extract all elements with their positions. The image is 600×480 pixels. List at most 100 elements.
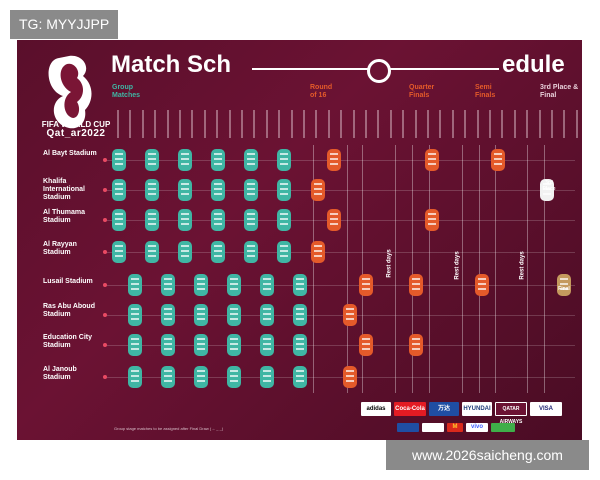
day-header [237, 102, 249, 140]
day-header [262, 102, 274, 140]
day-header [163, 102, 175, 140]
match-badge [277, 209, 291, 231]
logo-subtitle: Qat_ar2022 [46, 128, 106, 139]
section-group: Group Matches [112, 84, 141, 99]
logo-text: FIFA WORLD CUP Qat_ar2022 [21, 120, 131, 139]
day-header [311, 102, 323, 140]
match-badge [359, 334, 373, 356]
match-badge [293, 366, 307, 388]
day-header [361, 102, 373, 140]
rest-days-label: Rest days [519, 251, 526, 280]
match-badge [145, 241, 159, 263]
day-header [572, 102, 582, 140]
row-line [105, 345, 575, 346]
match-badge [244, 209, 258, 231]
match-badge [293, 304, 307, 326]
match-badge [128, 334, 142, 356]
day-header [497, 102, 509, 140]
column-divider [527, 145, 528, 393]
match-badge [112, 149, 126, 171]
column-divider [313, 145, 314, 393]
stadium-label: Lusail Stadium [43, 278, 93, 285]
day-header [287, 102, 299, 140]
day-header [150, 102, 162, 140]
match-badge [145, 209, 159, 231]
match-badge [475, 274, 489, 296]
match-badge [194, 366, 208, 388]
day-header [448, 102, 460, 140]
match-badge [112, 209, 126, 231]
section-sf: Semi Finals [475, 84, 496, 99]
match-badge [112, 179, 126, 201]
section-r16: Round of 16 [310, 84, 333, 99]
match-badge [293, 334, 307, 356]
day-header [225, 102, 237, 140]
row-dot [103, 283, 107, 287]
match-badge [211, 149, 225, 171]
match-badge [343, 366, 357, 388]
day-header [249, 102, 261, 140]
section-final: 3rd Place & Final [540, 84, 579, 99]
sponsor-logo [491, 423, 515, 432]
day-header [125, 102, 137, 140]
match-badge [128, 274, 142, 296]
match-badge [194, 274, 208, 296]
day-header [460, 102, 472, 140]
day-header [473, 102, 485, 140]
column-divider [395, 145, 396, 393]
match-badge [178, 209, 192, 231]
row-dot [103, 375, 107, 379]
row-line [105, 285, 575, 286]
stadium-label: Al Rayyan Stadium [43, 241, 77, 256]
day-header [212, 102, 224, 140]
world-cup-logo-icon [48, 55, 92, 129]
column-divider [462, 145, 463, 393]
match-badge [194, 304, 208, 326]
column-divider [544, 145, 545, 393]
match-badge [145, 149, 159, 171]
match-badge [227, 274, 241, 296]
match-badge [409, 274, 423, 296]
match-badge [540, 179, 554, 201]
day-header [200, 102, 212, 140]
match-badge [227, 334, 241, 356]
poster-title-left: Match Sch [111, 51, 232, 78]
row-dot [103, 250, 107, 254]
sponsor-logo [422, 423, 444, 432]
day-header [299, 102, 311, 140]
match-badge [112, 241, 126, 263]
day-header [522, 102, 534, 140]
row-dot [103, 188, 107, 192]
row-line [105, 315, 575, 316]
match-badge [557, 274, 571, 296]
column-divider [495, 145, 496, 393]
day-header [559, 102, 571, 140]
match-badge [244, 241, 258, 263]
sponsor-logo: QATAR AIRWAYS [495, 402, 527, 425]
day-header [547, 102, 559, 140]
match-badge [227, 366, 241, 388]
sponsor-logo: 万达 [429, 402, 459, 416]
match-badge [327, 149, 341, 171]
match-badge [311, 241, 325, 263]
row-dot [103, 343, 107, 347]
schedule-poster: FIFA WORLD CUP Qat_ar2022 Match Sch edul… [17, 40, 582, 440]
column-divider [362, 145, 363, 393]
day-header [411, 102, 423, 140]
day-header [373, 102, 385, 140]
sponsor-logo: M [447, 423, 463, 432]
day-header [386, 102, 398, 140]
footnote: Group stage matches to be assigned after… [114, 426, 224, 431]
final-label: Final [558, 286, 570, 292]
row-dot [103, 218, 107, 222]
row-dot [103, 313, 107, 317]
day-header [349, 102, 361, 140]
stadium-label: Al Janoub Stadium [43, 366, 77, 381]
match-badge [244, 179, 258, 201]
match-badge [128, 304, 142, 326]
match-badge [311, 179, 325, 201]
match-badge [211, 241, 225, 263]
rest-days-label: Rest days [454, 251, 461, 280]
match-badge [161, 366, 175, 388]
match-badge [145, 179, 159, 201]
